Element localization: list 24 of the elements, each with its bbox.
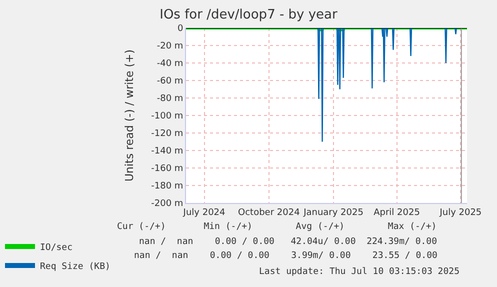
legend-label: IO/sec [40, 243, 73, 254]
y-tick-label: -160 m [151, 164, 184, 174]
y-tick-label: -120 m [151, 129, 184, 140]
y-tick-label: -100 m [151, 112, 184, 122]
y-axis-title: Units read (-) / write (+) [122, 49, 136, 182]
y-tick-label: -180 m [151, 182, 184, 192]
x-tick-label: July 2025 [438, 208, 482, 218]
x-tick-label: January 2025 [302, 208, 364, 218]
legend-label: Req Size (KB) [40, 262, 110, 272]
y-tick-label: -20 m [156, 42, 184, 52]
text: Cur (-/+) Min (-/+) Avg (-/+) Max (-/+) [117, 222, 437, 232]
chart-title: IOs for /dev/loop7 - by year [160, 8, 338, 23]
y-tick-label: -80 m [156, 94, 184, 104]
x-tick-label: October 2024 [238, 208, 300, 218]
text: Last update: Thu Jul 10 03:15:03 2025 [259, 267, 460, 277]
y-tick-label: -140 m [151, 146, 184, 157]
y-tick-label: -200 m [151, 199, 184, 210]
x-tick-label: July 2024 [182, 208, 226, 218]
text: nan / nan 0.00 / 0.00 3.99m/ 0.00 23.55 / 0.00 [134, 251, 438, 261]
text: nan / nan 0.00 / 0.00 42.04u/ 0.00 224.39m/ 0.00 [139, 237, 438, 247]
x-tick-label: April 2025 [374, 208, 420, 218]
y-tick-label: -60 m [156, 76, 184, 87]
y-tick-label: 0 [177, 24, 184, 34]
y-tick-label: -40 m [156, 59, 184, 70]
